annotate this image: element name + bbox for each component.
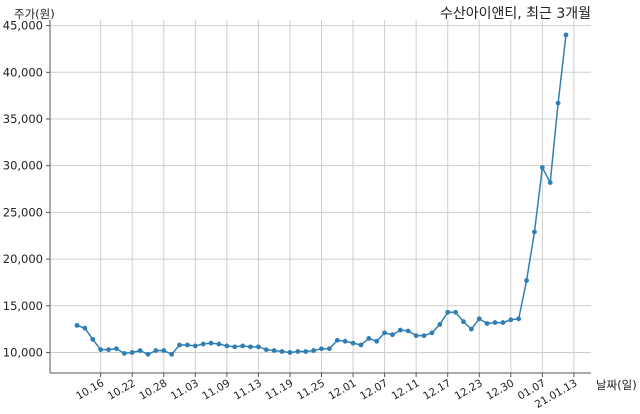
- x-tick-label: 12.17: [421, 377, 453, 402]
- data-point: [256, 344, 261, 350]
- data-point: [358, 342, 364, 348]
- data-point: [524, 278, 529, 283]
- data-point: [516, 316, 522, 322]
- data-point: [334, 337, 340, 343]
- x-tick-label: 12.01: [327, 377, 359, 402]
- data-point: [429, 330, 435, 336]
- data-point: [382, 330, 387, 336]
- data-point: [161, 348, 167, 353]
- data-point: [185, 342, 190, 348]
- x-tick-label: 11.13: [232, 377, 264, 402]
- data-point: [248, 344, 253, 350]
- x-tick-label: 11.25: [295, 377, 327, 402]
- data-point: [192, 343, 198, 349]
- data-point: [374, 338, 380, 344]
- data-point: [492, 320, 498, 325]
- y-tick-label: 45,000: [3, 19, 43, 33]
- x-tick-label: 11.19: [263, 377, 295, 402]
- x-tick-label: 12.07: [358, 377, 390, 402]
- data-point: [532, 229, 537, 235]
- data-point: [453, 309, 458, 315]
- data-point: [106, 347, 111, 353]
- data-point: [153, 348, 159, 353]
- x-tick-label: 11.03: [169, 377, 201, 402]
- data-points: [74, 32, 569, 357]
- data-point: [476, 316, 482, 322]
- y-tick-label: 40,000: [3, 65, 43, 79]
- data-point: [169, 351, 175, 357]
- x-tick-label: 10.16: [74, 377, 106, 403]
- data-point: [200, 341, 206, 347]
- data-point: [342, 338, 348, 344]
- y-tick-label: 35,000: [3, 112, 43, 126]
- y-tick-label: 25,000: [3, 205, 43, 219]
- x-tick-label: 12.30: [484, 377, 516, 402]
- data-point: [177, 342, 182, 348]
- data-point: [216, 341, 222, 347]
- data-point: [311, 348, 317, 353]
- y-axis-label: 주가(원): [14, 7, 55, 21]
- data-point: [232, 344, 238, 350]
- data-point: [319, 346, 324, 352]
- data-point: [287, 350, 293, 355]
- axes: [46, 20, 591, 377]
- data-point: [82, 325, 88, 331]
- y-tick-label: 30,000: [3, 159, 43, 173]
- data-point: [555, 100, 561, 106]
- chart-title: 수산아이앤티, 최근 3개월: [440, 6, 591, 22]
- data-point: [437, 322, 443, 327]
- x-tick-label: 12.23: [453, 377, 485, 402]
- data-point: [390, 332, 395, 338]
- data-point: [461, 319, 466, 325]
- data-point: [366, 336, 372, 341]
- x-tick-label: 11.09: [200, 377, 232, 402]
- x-tick-labels: 10.16 10.22 10.28 11.03 11.09 11.13 11.19 11.25…: [74, 377, 579, 411]
- data-point: [326, 346, 332, 352]
- data-point: [224, 343, 230, 349]
- x-tick-label: 12.11: [390, 377, 422, 402]
- data-point: [240, 343, 246, 349]
- data-point: [137, 348, 143, 353]
- data-point: [350, 340, 356, 346]
- data-point: [563, 32, 569, 38]
- data-point: [129, 350, 135, 355]
- x-axis-label: 날짜(일): [596, 378, 637, 392]
- data-point: [405, 328, 411, 334]
- data-point: [90, 336, 96, 342]
- data-point: [303, 349, 309, 354]
- data-point: [145, 351, 151, 357]
- data-point: [413, 333, 419, 339]
- y-tick-label: 10,000: [3, 345, 43, 359]
- data-point: [295, 349, 301, 354]
- data-point: [421, 333, 427, 339]
- data-point: [74, 322, 80, 328]
- grid-lines: [50, 20, 591, 373]
- data-point: [468, 326, 474, 332]
- y-tick-label: 20,000: [3, 252, 43, 266]
- data-point: [121, 350, 127, 356]
- y-tick-label: 15,000: [3, 299, 43, 313]
- x-tick-label: 10.28: [137, 377, 169, 402]
- x-tick-label: 10.22: [106, 377, 138, 402]
- data-point: [500, 320, 506, 325]
- data-point: [114, 346, 119, 352]
- data-point: [208, 340, 214, 346]
- data-point: [397, 327, 403, 333]
- data-point: [445, 309, 451, 315]
- data-point: [484, 321, 490, 326]
- data-point: [279, 349, 285, 354]
- y-tick-labels: 10,000 15,000 20,000 25,000 30,000 35,000 40,0…: [3, 19, 43, 360]
- data-point: [539, 165, 545, 170]
- data-point: [271, 348, 277, 353]
- data-point: [98, 347, 104, 353]
- data-point: [508, 317, 514, 323]
- data-point: [547, 180, 553, 185]
- data-point: [263, 347, 269, 353]
